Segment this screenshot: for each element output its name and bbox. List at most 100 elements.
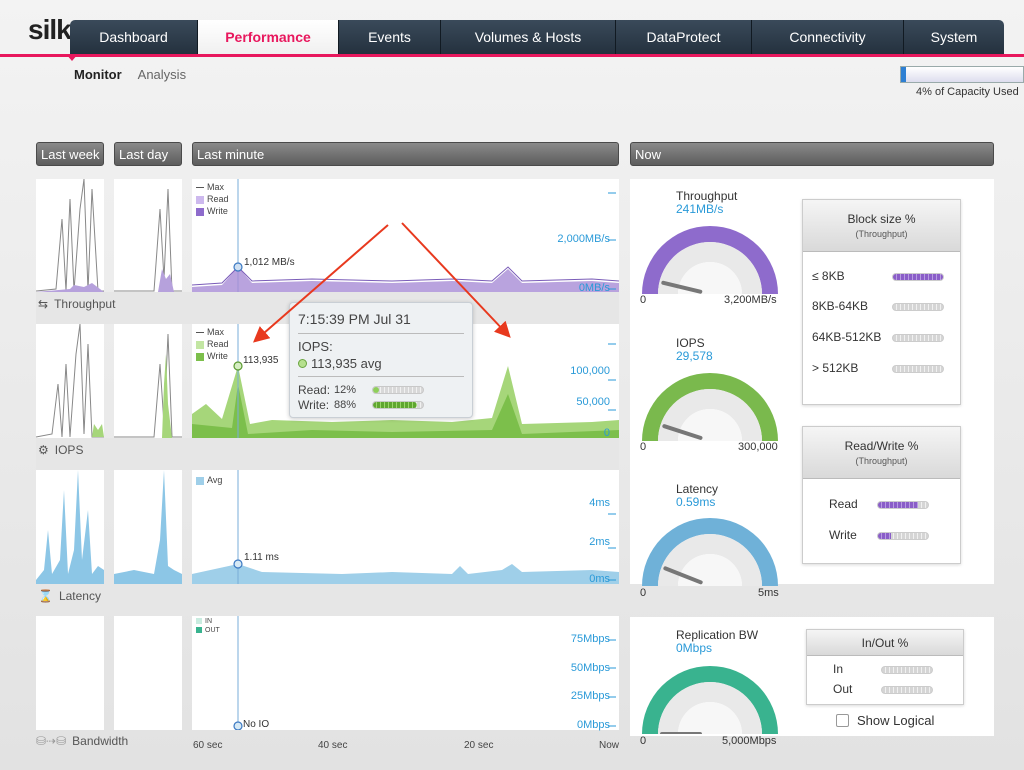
header-last-week[interactable]: Last week: [36, 142, 104, 166]
tab-events[interactable]: Events: [339, 20, 441, 54]
in-out-bar: [881, 686, 933, 694]
tab-connectivity[interactable]: Connectivity: [752, 20, 904, 54]
latency-legend: Avg: [196, 474, 222, 486]
throughput-row-label: ⇆ Throughput: [38, 297, 116, 311]
throughput-day-chart: [114, 179, 182, 292]
xtick-now: Now: [599, 740, 620, 751]
bandwidth-axis-50: 50Mbps: [570, 662, 610, 674]
block-size-row-label: 64KB-512KB: [812, 330, 882, 344]
row-band: [36, 584, 619, 616]
tooltip-time: 7:15:39 PM Jul 31: [298, 311, 464, 334]
read-write-title: Read/Write %: [844, 439, 919, 453]
in-out-card: In/Out % In Out: [806, 629, 964, 705]
read-write-subtitle: (Throughput): [855, 456, 908, 466]
block-size-row-label: > 512KB: [812, 361, 859, 375]
throughput-axis-0: 0MB/s: [578, 282, 610, 294]
iops-tooltip: 7:15:39 PM Jul 31 IOPS: 113,935 avg Read…: [289, 302, 473, 418]
latency-marker-label: 1.11 ms: [244, 552, 279, 563]
tab-performance[interactable]: Performance: [198, 20, 339, 54]
throughput-gauge-title: Throughput: [676, 189, 738, 203]
database-icon: ⛁⇢⛁: [36, 734, 67, 748]
throughput-minute-chart: [191, 179, 620, 292]
hourglass-icon: ⌛: [38, 589, 53, 603]
iops-marker-label: 113,935: [243, 355, 279, 366]
latency-axis-4ms: 4ms: [589, 497, 610, 509]
gears-icon: ⚙: [38, 443, 49, 457]
avg-dot-icon: [298, 359, 307, 368]
replication-gauge: [642, 666, 778, 734]
bandwidth-legend: IN OUT: [196, 617, 220, 635]
replication-gauge-title: Replication BW: [676, 628, 759, 642]
latency-gauge-max: 5ms: [758, 587, 779, 599]
tooltip-read-row: Read: 12%: [298, 383, 464, 397]
throughput-week-chart: [35, 178, 104, 292]
throughput-gauge: [642, 226, 778, 294]
tab-volumes-hosts[interactable]: Volumes & Hosts: [441, 20, 616, 54]
throughput-gauge-max: 3,200MB/s: [724, 294, 777, 306]
iops-axis-50000: 50,000: [576, 396, 610, 408]
in-out-row-label: Out: [833, 682, 853, 696]
row-band: [36, 438, 619, 470]
tooltip-avg: 113,935 avg: [298, 356, 464, 377]
bandwidth-axis-0: 0Mbps: [576, 719, 610, 731]
tab-dataprotect[interactable]: DataProtect: [616, 20, 752, 54]
throughput-axis-2000: 2,000MB/s: [557, 233, 610, 245]
read-write-bar: [877, 532, 929, 540]
xtick-60: 60 sec: [193, 740, 223, 751]
xtick-40: 40 sec: [318, 740, 348, 751]
show-logical[interactable]: Show Logical: [836, 713, 934, 728]
block-size-card: Block size % (Throughput) ≤ 8KB 8KB-64KB…: [802, 199, 961, 405]
subnav-monitor[interactable]: Monitor: [74, 67, 122, 82]
block-size-row-label: 8KB-64KB: [812, 299, 869, 313]
read-write-row-label: Write: [829, 528, 857, 542]
throughput-marker-label: 1,012 MB/s: [244, 257, 295, 268]
show-logical-checkbox[interactable]: [836, 714, 849, 727]
iops-row-label: ⚙ IOPS: [38, 443, 84, 457]
subnav-analysis[interactable]: Analysis: [137, 67, 187, 82]
read-write-row-label: Read: [829, 497, 858, 511]
tab-system[interactable]: System: [904, 20, 1004, 54]
nav-underline: [0, 54, 1024, 57]
block-size-bar: [892, 365, 944, 373]
iops-day-chart: [114, 324, 182, 438]
main-nav: Dashboard Performance Events Volumes & H…: [70, 20, 1004, 54]
nav-caret-icon: [66, 54, 78, 61]
iops-gauge-value: 29,578: [676, 349, 713, 363]
throughput-gauge-value: 241MB/s: [676, 202, 724, 216]
replication-gauge-min: 0: [640, 735, 647, 747]
bandwidth-week-chart: [36, 616, 104, 730]
iops-gauge-min: 0: [640, 441, 647, 453]
header-last-day[interactable]: Last day: [114, 142, 182, 166]
latency-week-chart: [36, 470, 104, 584]
latency-row-label: ⌛ Latency: [38, 589, 101, 603]
read-write-bar: [877, 501, 929, 509]
subnav: Monitor Analysis: [74, 67, 186, 82]
header-now[interactable]: Now: [630, 142, 994, 166]
latency-axis-2ms: 2ms: [589, 536, 610, 548]
annotation-arrows: [252, 222, 511, 343]
capacity-bar: [900, 66, 1024, 83]
tooltip-metric: IOPS:: [298, 339, 333, 354]
latency-gauge-value: 0.59ms: [676, 495, 716, 509]
latency-day-chart: [114, 470, 182, 584]
tab-dashboard[interactable]: Dashboard: [70, 20, 198, 54]
block-size-bar: [892, 334, 944, 342]
latency-gauge: [642, 518, 778, 586]
iops-gauge: [642, 373, 778, 441]
bandwidth-axis-25: 25Mbps: [570, 690, 610, 702]
block-size-bar: [892, 273, 944, 281]
replication-gauge-max: 5,000Mbps: [722, 735, 777, 747]
latency-minute-chart: [192, 470, 619, 584]
iops-gauge-title: IOPS: [676, 336, 705, 350]
block-size-row-label: ≤ 8KB: [812, 269, 845, 283]
latency-axis-0ms: 0ms: [589, 573, 610, 585]
bandwidth-marker-label: No IO: [243, 719, 270, 730]
capacity-label: 4% of Capacity Used: [916, 86, 1019, 98]
latency-gauge-min: 0: [640, 587, 647, 599]
iops-axis-100000: 100,000: [570, 365, 610, 377]
block-size-title: Block size %: [847, 212, 916, 226]
replication-gauge-value: 0Mbps: [676, 641, 713, 655]
header-last-minute[interactable]: Last minute: [192, 142, 619, 166]
bandwidth-day-chart: [114, 616, 182, 730]
xtick-20: 20 sec: [464, 740, 494, 751]
